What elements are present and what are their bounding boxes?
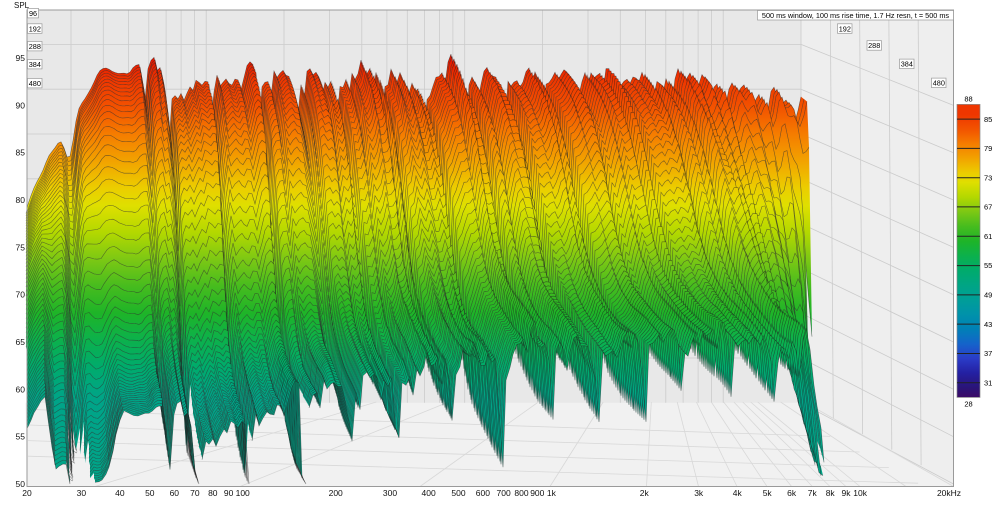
svg-text:800: 800	[514, 488, 528, 498]
svg-text:400: 400	[422, 488, 436, 498]
svg-text:20: 20	[22, 488, 32, 498]
svg-text:85: 85	[16, 148, 26, 158]
svg-text:55: 55	[16, 432, 26, 442]
svg-text:90: 90	[224, 488, 234, 498]
svg-text:70: 70	[190, 488, 200, 498]
svg-text:80: 80	[208, 488, 218, 498]
svg-text:80: 80	[16, 195, 26, 205]
svg-text:288: 288	[29, 42, 41, 51]
svg-text:30: 30	[77, 488, 87, 498]
svg-text:60: 60	[16, 384, 26, 394]
svg-text:1k: 1k	[547, 488, 557, 498]
svg-text:192: 192	[839, 24, 851, 33]
svg-text:100: 100	[236, 488, 250, 498]
svg-text:200: 200	[329, 488, 343, 498]
svg-text:10k: 10k	[853, 488, 867, 498]
svg-text:480: 480	[933, 79, 945, 88]
svg-text:90: 90	[16, 100, 26, 110]
svg-text:37: 37	[984, 349, 992, 358]
svg-text:61: 61	[984, 232, 992, 241]
svg-text:300: 300	[383, 488, 397, 498]
svg-text:70: 70	[16, 290, 26, 300]
svg-text:73: 73	[984, 173, 992, 182]
svg-text:288: 288	[868, 41, 880, 50]
svg-text:95: 95	[16, 53, 26, 63]
svg-text:480: 480	[29, 79, 41, 88]
svg-text:88: 88	[964, 94, 972, 103]
svg-text:700: 700	[497, 488, 511, 498]
svg-text:28: 28	[964, 399, 972, 408]
svg-text:4k: 4k	[733, 488, 743, 498]
svg-text:43: 43	[984, 320, 992, 329]
svg-text:40: 40	[115, 488, 125, 498]
svg-text:85: 85	[984, 115, 992, 124]
svg-text:75: 75	[16, 242, 26, 252]
svg-text:50: 50	[16, 479, 26, 489]
svg-text:49: 49	[984, 291, 992, 300]
svg-text:500: 500	[451, 488, 465, 498]
svg-text:79: 79	[984, 144, 992, 153]
svg-text:8k: 8k	[826, 488, 836, 498]
svg-text:SPL: SPL	[14, 1, 30, 10]
svg-text:20kHz: 20kHz	[937, 488, 961, 498]
svg-text:50: 50	[145, 488, 155, 498]
svg-text:2k: 2k	[640, 488, 650, 498]
svg-text:9k: 9k	[842, 488, 852, 498]
svg-text:96: 96	[29, 9, 37, 18]
svg-text:5k: 5k	[763, 488, 773, 498]
svg-text:384: 384	[29, 60, 41, 69]
svg-text:67: 67	[984, 203, 992, 212]
svg-text:65: 65	[16, 337, 26, 347]
svg-text:31: 31	[984, 378, 992, 387]
svg-text:900: 900	[530, 488, 544, 498]
svg-text:60: 60	[170, 488, 180, 498]
svg-text:600: 600	[476, 488, 490, 498]
svg-text:3k: 3k	[694, 488, 704, 498]
svg-text:7k: 7k	[808, 488, 818, 498]
svg-text:192: 192	[29, 24, 41, 33]
svg-text:500 ms window, 100 ms rise tim: 500 ms window, 100 ms rise time, 1.7 Hz …	[762, 11, 950, 20]
svg-text:55: 55	[984, 261, 992, 270]
svg-text:384: 384	[901, 60, 913, 69]
svg-text:6k: 6k	[787, 488, 797, 498]
